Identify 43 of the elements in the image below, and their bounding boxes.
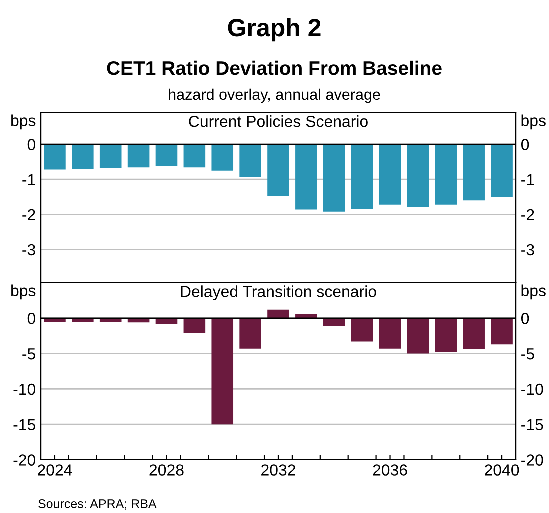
bar — [407, 318, 430, 354]
y-tick-label: -5 — [22, 348, 36, 360]
y2-tick-label: -3 — [522, 244, 534, 256]
y2-tick-label: -2 — [522, 209, 534, 220]
y-tick-label: -2 — [22, 209, 36, 220]
bar — [463, 318, 485, 350]
source-note: Sources: APRA; RBA — [38, 500, 157, 510]
y2-tick-label: -5 — [522, 348, 534, 360]
x-tick-label: 2036 — [373, 464, 408, 476]
series-label: Current Policies Scenario — [189, 116, 368, 128]
y-tick-label: 0 — [28, 139, 36, 150]
bar — [323, 318, 346, 326]
bar — [212, 318, 234, 425]
bar — [240, 318, 262, 349]
chart-subtitle: CET1 Ratio Deviation From Baseline — [107, 60, 442, 76]
y2-tick-label: -15 — [522, 419, 544, 431]
series-label: Delayed Transition scenario — [181, 286, 376, 301]
y2-tick-label: -10 — [522, 384, 544, 396]
y-tick-label: -1 — [22, 174, 36, 186]
y2-tick-label: 0 — [521, 313, 530, 324]
y-tick-label: 0 — [28, 313, 36, 324]
y-tick-label: -20 — [14, 454, 36, 466]
y-axis-title: bps — [12, 114, 36, 130]
x-tick-label: 2028 — [150, 464, 184, 476]
text: hazard overlay, annual average — [169, 88, 380, 104]
y2-tick-label: 0 — [521, 139, 530, 150]
y2-axis-title: bps — [522, 284, 546, 300]
y-tick-label: -15 — [14, 419, 36, 431]
bar — [184, 318, 206, 334]
bar — [435, 318, 458, 352]
x-tick-label: 2024 — [38, 464, 72, 476]
y2-tick-label: -20 — [522, 454, 544, 466]
bar — [491, 318, 513, 345]
chart-title: Graph 2 — [228, 18, 321, 42]
y-tick-label: -3 — [22, 244, 36, 256]
y2-tick-label: -1 — [522, 174, 534, 186]
bar — [351, 318, 374, 342]
x-tick-label: 2032 — [262, 464, 296, 476]
y2-axis-title: bps — [522, 114, 546, 130]
bar — [379, 318, 402, 349]
y-tick-label: -10 — [14, 384, 36, 396]
y-axis-title: bps — [12, 284, 36, 300]
x-tick-label: 2040 — [485, 464, 520, 476]
